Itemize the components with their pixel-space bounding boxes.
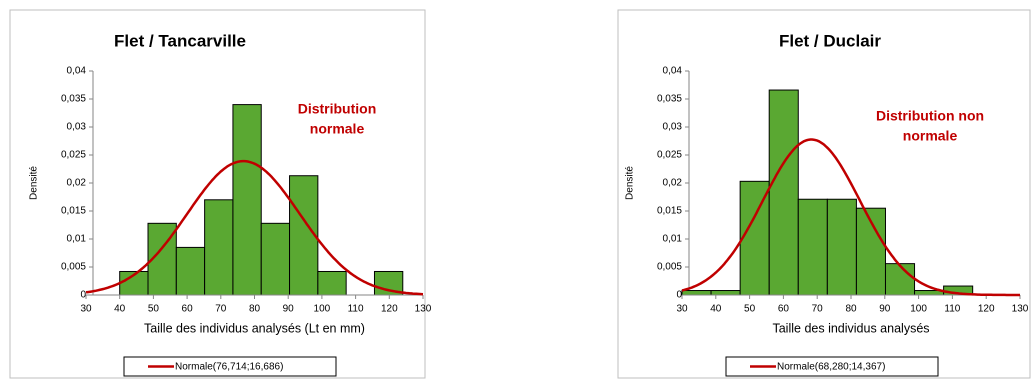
y-tick-label: 0,03 <box>67 122 87 133</box>
x-axis-label: Taille des individus analysés (Lt en mm) <box>144 321 365 335</box>
x-tick-label: 30 <box>80 304 92 315</box>
x-tick-label: 50 <box>148 304 160 315</box>
y-tick-label: 0,02 <box>663 178 683 189</box>
bar <box>175 246 206 296</box>
legend-label: Normale(68,280;14,367) <box>777 362 885 373</box>
y-tick-label: 0,01 <box>67 234 87 245</box>
y-tick-label: 0,04 <box>67 66 87 77</box>
x-tick-label: 120 <box>978 304 995 315</box>
x-tick-label: 80 <box>249 304 261 315</box>
y-tick-label: 0 <box>676 290 682 301</box>
y-tick-label: 0,02 <box>67 178 87 189</box>
x-tick-label: 50 <box>744 304 756 315</box>
chart-title: Flet / Tancarville <box>114 31 246 50</box>
x-axis-label: Taille des individus analysés <box>772 321 929 335</box>
bar <box>797 198 828 296</box>
legend-box <box>123 356 337 377</box>
y-tick-label: 0,015 <box>61 206 86 217</box>
x-tick-label: 40 <box>710 304 722 315</box>
y-tick-label: 0 <box>80 290 86 301</box>
y-tick-label: 0,015 <box>657 206 682 217</box>
annotation: Distribution non <box>876 108 984 124</box>
legend-box <box>725 356 939 377</box>
x-tick-label: 130 <box>1012 304 1029 315</box>
x-tick-label: 40 <box>114 304 126 315</box>
x-tick-label: 100 <box>910 304 927 315</box>
normal-curve <box>85 159 424 296</box>
y-tick-label: 0,005 <box>657 262 682 273</box>
x-tick-label: 60 <box>778 304 790 315</box>
y-tick-label: 0,03 <box>663 122 683 133</box>
annotation: Distribution <box>298 101 377 117</box>
bar <box>260 222 291 296</box>
panel <box>9 9 426 379</box>
legend-label: Normale(76,714;16,686) <box>175 362 283 373</box>
y-tick-label: 0,01 <box>663 234 683 245</box>
x-tick-label: 120 <box>381 304 398 315</box>
y-tick-label: 0,025 <box>657 150 682 161</box>
bar <box>317 270 347 296</box>
bar <box>826 198 857 296</box>
bar <box>232 104 262 296</box>
x-tick-label: 90 <box>283 304 295 315</box>
x-tick-label: 80 <box>845 304 857 315</box>
bar <box>884 263 916 296</box>
x-tick-label: 70 <box>215 304 227 315</box>
y-tick-label: 0,025 <box>61 150 86 161</box>
annotation: normale <box>310 121 365 137</box>
y-axis-label: Densité <box>29 166 40 200</box>
bar <box>768 89 799 296</box>
x-tick-label: 70 <box>812 304 824 315</box>
x-tick-label: 110 <box>348 304 364 315</box>
bar <box>204 199 234 296</box>
x-tick-label: 110 <box>944 304 960 315</box>
y-tick-label: 0,005 <box>61 262 86 273</box>
bar <box>681 290 712 296</box>
x-tick-label: 30 <box>676 304 688 315</box>
normal-curve <box>681 138 1020 297</box>
chart-title: Flet / Duclair <box>779 31 881 50</box>
y-tick-label: 0,035 <box>61 94 86 105</box>
y-tick-label: 0,04 <box>663 66 683 77</box>
annotation: normale <box>903 128 958 144</box>
x-tick-label: 60 <box>182 304 194 315</box>
y-tick-label: 0,035 <box>657 94 682 105</box>
bar <box>710 290 741 296</box>
x-tick-label: 130 <box>415 304 432 315</box>
x-tick-label: 90 <box>879 304 891 315</box>
y-axis-label: Densité <box>625 166 636 200</box>
x-tick-label: 100 <box>314 304 331 315</box>
